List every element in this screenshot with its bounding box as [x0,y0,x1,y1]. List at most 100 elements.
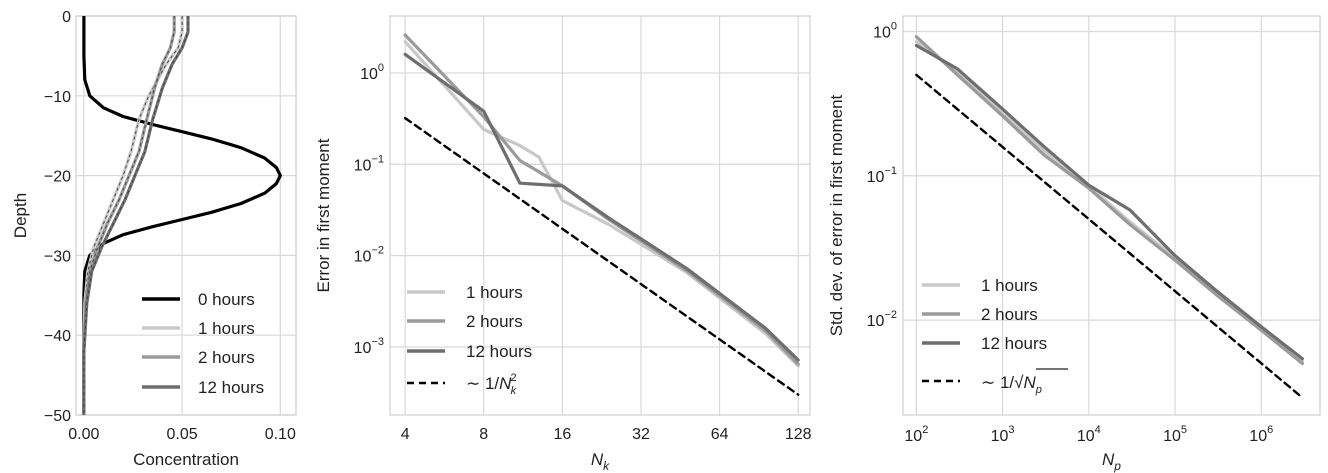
y-tick-label-base: 10 [867,313,885,330]
x-tick-label-exponent: 6 [1267,424,1273,436]
series-line-2 [914,35,1305,366]
legend-scaling-sub: p [1035,384,1042,396]
y-tick-label-base: 10 [354,157,372,174]
y-tick-label: 100 [360,62,384,83]
y-tick-label: 10−2 [354,245,384,266]
legend-scaling-prefix: ∼ 1/ [466,374,499,393]
x-tick-label: 104 [1077,424,1101,445]
y-tick-label-base: 10 [873,24,891,41]
panel-1: 0.00 0.05 0.10 0 −10 −20 −30 −40 −50 Concentratio… [11,9,297,469]
legend-label: 12 hours [981,334,1047,353]
series-line-4 [403,116,800,396]
y-tick-label-exponent: −3 [371,336,384,348]
grid [390,16,810,415]
x-tick-labels: 102 103 104 105 106 [904,424,1273,445]
x-tick-label-base: 10 [991,428,1009,445]
y-tick-label-exponent: 0 [891,20,897,32]
x-tick-label-base: 10 [1249,428,1267,445]
series-overlay-4 [83,16,189,415]
y-tick-label: −40 [44,328,71,345]
x-tick-label: 105 [1163,424,1187,445]
legend-panel-2: 1 hours 2 hours 12 hours ∼ 1/N2 k [407,283,532,397]
y-tick-label-exponent: −1 [371,153,384,165]
x-tick-label: 128 [785,426,812,443]
x-tick-label: 16 [553,426,571,443]
series-line-3 [403,52,800,362]
plot-frame [75,15,297,416]
legend-scaling-n: N [499,374,512,393]
grid [76,15,296,416]
x-axis-label: Concentration [133,450,239,469]
x-axis-label: Nk [591,450,610,473]
x-tick-label-exponent: 4 [1095,424,1101,436]
y-tick-labels: 0 −10 −20 −30 −40 −50 [44,9,71,425]
x-tick-label: 0.00 [68,426,99,443]
legend-label-scaling: ∼ 1/√Np [981,373,1042,396]
y-tick-label: −20 [44,169,71,186]
legend-label: 12 hours [198,378,264,397]
y-tick-label: 0 [62,9,71,26]
series-line-3 [914,43,1305,361]
x-axis-label-main: N [591,450,604,469]
series-line-1 [403,40,800,368]
legend-label: 1 hours [981,276,1038,295]
x-tick-label: 8 [479,426,488,443]
legend-label: 0 hours [198,290,255,309]
y-tick-label: 10−1 [354,153,384,174]
x-tick-labels: 0.00 0.05 0.10 [68,426,296,443]
x-tick-label: 106 [1249,424,1273,445]
x-axis-label: Np [1102,450,1121,473]
legend-panel-1: 0 hours 1 hours 2 hours 12 hours [142,290,264,397]
y-axis-label: Std. dev. of error in first moment [827,94,846,336]
series-group [82,16,282,415]
x-tick-label: 4 [401,426,410,443]
x-tick-label: 32 [632,426,650,443]
y-tick-label-exponent: 0 [378,62,384,74]
legend-scaling-prefix: ∼ 1/√ [981,373,1024,392]
x-tick-label: 64 [711,426,729,443]
legend-label-scaling: ∼ 1/N2 k [466,372,517,397]
legend-label: 2 hours [198,348,255,367]
x-axis-label-sub: k [603,459,610,473]
legend-label: 2 hours [981,305,1038,324]
x-tick-label-exponent: 2 [922,424,928,436]
x-tick-label: 102 [904,424,928,445]
x-axis-label-sub: p [1113,459,1121,473]
legend-label: 1 hours [198,319,255,338]
x-tick-label-base: 10 [1163,428,1181,445]
legend-label: 1 hours [466,283,523,302]
plot-frame [902,15,1321,416]
y-tick-label-base: 10 [354,249,372,266]
grid [903,16,1320,415]
series-line-4 [82,16,190,415]
legend-label: 2 hours [466,312,523,331]
y-tick-label: −30 [44,248,71,265]
plot-frame [389,15,811,416]
legend-scaling-sub: k [511,385,517,397]
y-tick-label: 10−2 [867,309,897,330]
x-tick-label-exponent: 3 [1008,424,1014,436]
y-tick-label: 10−3 [354,336,384,357]
legend-scaling-sup: 2 [510,372,516,384]
x-tick-label-base: 10 [904,428,922,445]
y-tick-label-base: 10 [354,340,372,357]
y-tick-label: 100 [873,20,897,41]
legend-scaling-n: N [1023,373,1036,392]
y-tick-label-exponent: −2 [371,245,384,257]
series-group [914,35,1305,399]
y-tick-label: −50 [44,408,71,425]
y-tick-label-exponent: −2 [884,309,897,321]
legend-panel-3: 1 hours 2 hours 12 hours ∼ 1/√Np [922,276,1068,396]
y-tick-label-exponent: −1 [884,165,897,177]
y-axis-label: Error in first moment [314,138,333,292]
x-tick-label: 0.05 [167,426,198,443]
x-tick-label: 103 [991,424,1015,445]
x-tick-label-base: 10 [1077,428,1095,445]
x-tick-label: 0.10 [265,426,296,443]
y-tick-label-base: 10 [867,169,885,186]
